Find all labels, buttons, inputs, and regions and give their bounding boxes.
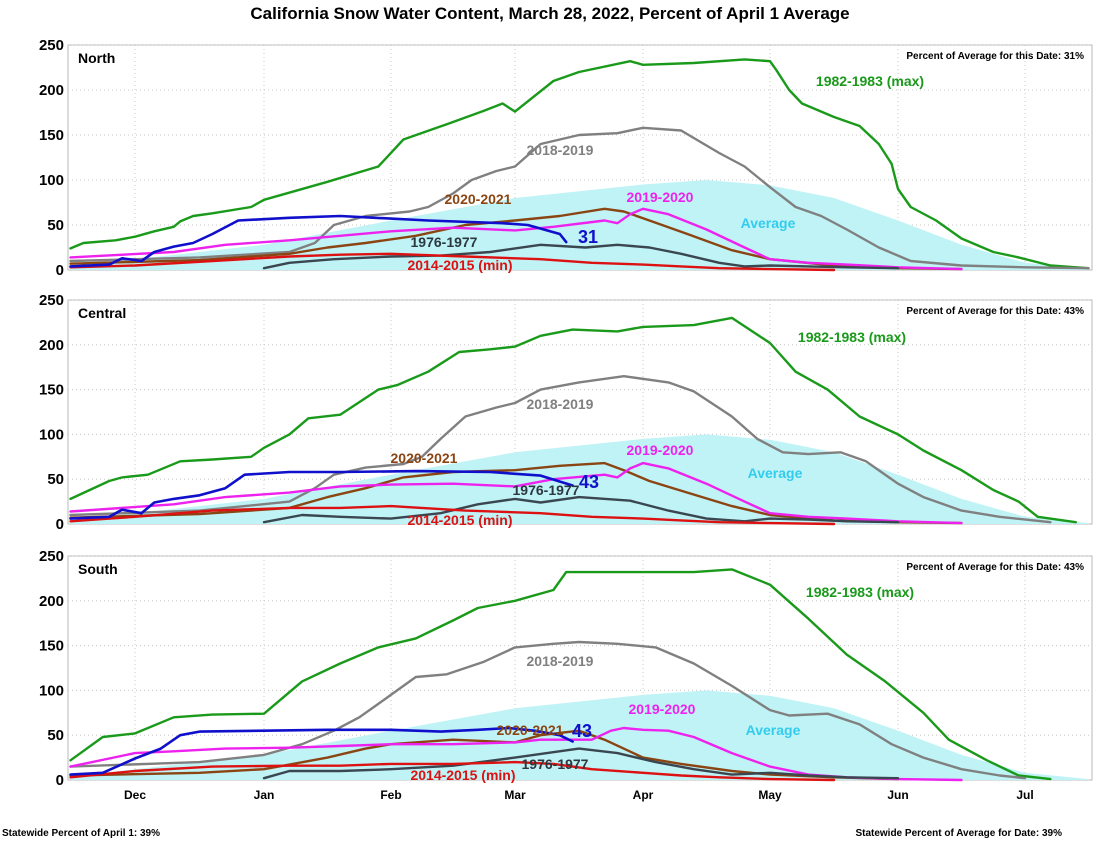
current-value-label: 43 [579,472,599,492]
chart-title: California Snow Water Content, March 28,… [250,4,849,23]
series-line-2014-2015-min [69,760,836,782]
y-tick-label: 200 [39,337,64,354]
series-label-2019-2020: 2019-2020 [627,189,694,205]
series-label-1976-1977: 1976-1977 [522,756,589,772]
series-label-2018-2019: 2018-2019 [527,142,594,158]
series-label-1982-1983-max: 1982-1983 (max) [806,584,914,600]
series-line-1982-1983-max [69,568,1052,781]
current-value-label: 31 [578,227,598,247]
series-label-2014-2015-min: 2014-2015 (min) [407,512,512,528]
series-label-2014-2015-min: 2014-2015 (min) [410,767,515,783]
percent-of-average-note: Percent of Average for this Date: 31% [906,51,1084,62]
y-tick-label: 0 [56,772,64,789]
panel-south: 0 50 100 150 200 250 1982-1983 (max) 2018-2019 2… [39,548,1093,802]
series-label-1976-1977: 1976-1977 [411,234,478,250]
y-tick-label: 150 [39,382,64,399]
average-label: Average [741,215,796,231]
x-tick-label: Jan [254,788,275,802]
y-tick-label: 250 [39,292,64,309]
series-line-2020-2021 [69,729,900,781]
region-label-central: Central [78,305,126,321]
panel-central: 0 50 100 150 200 250 1982-1983 (max) 2018-2019 2… [39,292,1093,533]
y-tick-label: 100 [39,426,64,443]
series-label-2020-2021: 2020-2021 [497,722,564,738]
series-line-1976-1977 [262,243,900,270]
series-line-1982-1983-max [69,58,1090,270]
series-line-2018-2019 [69,640,1027,780]
series-line-2021-2022 [69,726,574,776]
series-line-2021-2022 [69,469,574,520]
x-tick-label: Apr [633,788,654,802]
series-line-1982-1983-max [69,316,1078,524]
current-value-label: 43 [572,721,592,741]
y-tick-label: 0 [56,262,64,279]
y-tick-label: 0 [56,516,64,533]
y-tick-label: 100 [39,172,64,189]
region-label-north: North [78,50,115,66]
series-line-2019-2020 [69,726,963,782]
series-label-2019-2020: 2019-2020 [629,701,696,717]
footer-statewide-date: Statewide Percent of Average for Date: 3… [855,828,1062,839]
x-tick-label: Jul [1016,788,1033,802]
y-tick-label: 50 [47,727,64,744]
panel-north: 0 50 100 150 200 250 1982-1983 (max) 2018-2019 2… [39,37,1093,279]
series-label-2020-2021: 2020-2021 [445,191,512,207]
series-line-2014-2015-min [69,252,836,272]
average-area [70,434,1089,524]
series-line-2021-2022 [69,214,568,268]
series-label-2019-2020: 2019-2020 [627,442,694,458]
x-tick-label: Feb [380,788,401,802]
y-tick-label: 50 [47,471,64,488]
series-line-2020-2021 [69,461,963,525]
series-line-2014-2015-min [69,504,836,526]
x-tick-label: Dec [124,788,146,802]
y-tick-label: 250 [39,548,64,565]
series-label-2020-2021: 2020-2021 [391,450,458,466]
percent-of-average-note: Percent of Average for this Date: 43% [906,306,1084,317]
series-label-2018-2019: 2018-2019 [527,653,594,669]
x-tick-label: Jun [887,788,908,802]
series-line-1976-1977 [262,495,900,524]
series-label-2014-2015-min: 2014-2015 (min) [407,257,512,273]
x-tick-label: Mar [504,788,526,802]
series-label-1982-1983-max: 1982-1983 (max) [798,329,906,345]
series-line-2019-2020 [69,207,963,271]
average-label: Average [746,722,801,738]
y-tick-label: 150 [39,638,64,655]
panels-group: 0 50 100 150 200 250 1982-1983 (max) 2018-2019 2… [39,37,1093,802]
region-label-south: South [78,561,118,577]
percent-of-average-note: Percent of Average for this Date: 43% [906,562,1084,573]
series-label-1982-1983-max: 1982-1983 (max) [816,73,924,89]
series-line-1976-1977 [262,747,900,780]
footer-statewide-april1: Statewide Percent of April 1: 39% [2,828,160,839]
x-tick-label: May [758,788,782,802]
series-label-2018-2019: 2018-2019 [527,396,594,412]
y-tick-label: 200 [39,593,64,610]
series-label-1976-1977: 1976-1977 [513,482,580,498]
y-tick-label: 50 [47,217,64,234]
average-label: Average [748,465,803,481]
y-tick-label: 150 [39,127,64,144]
y-tick-label: 250 [39,37,64,54]
y-tick-label: 100 [39,682,64,699]
y-tick-label: 200 [39,82,64,99]
series-line-2018-2019 [69,126,1090,270]
series-line-2019-2020 [69,461,963,525]
